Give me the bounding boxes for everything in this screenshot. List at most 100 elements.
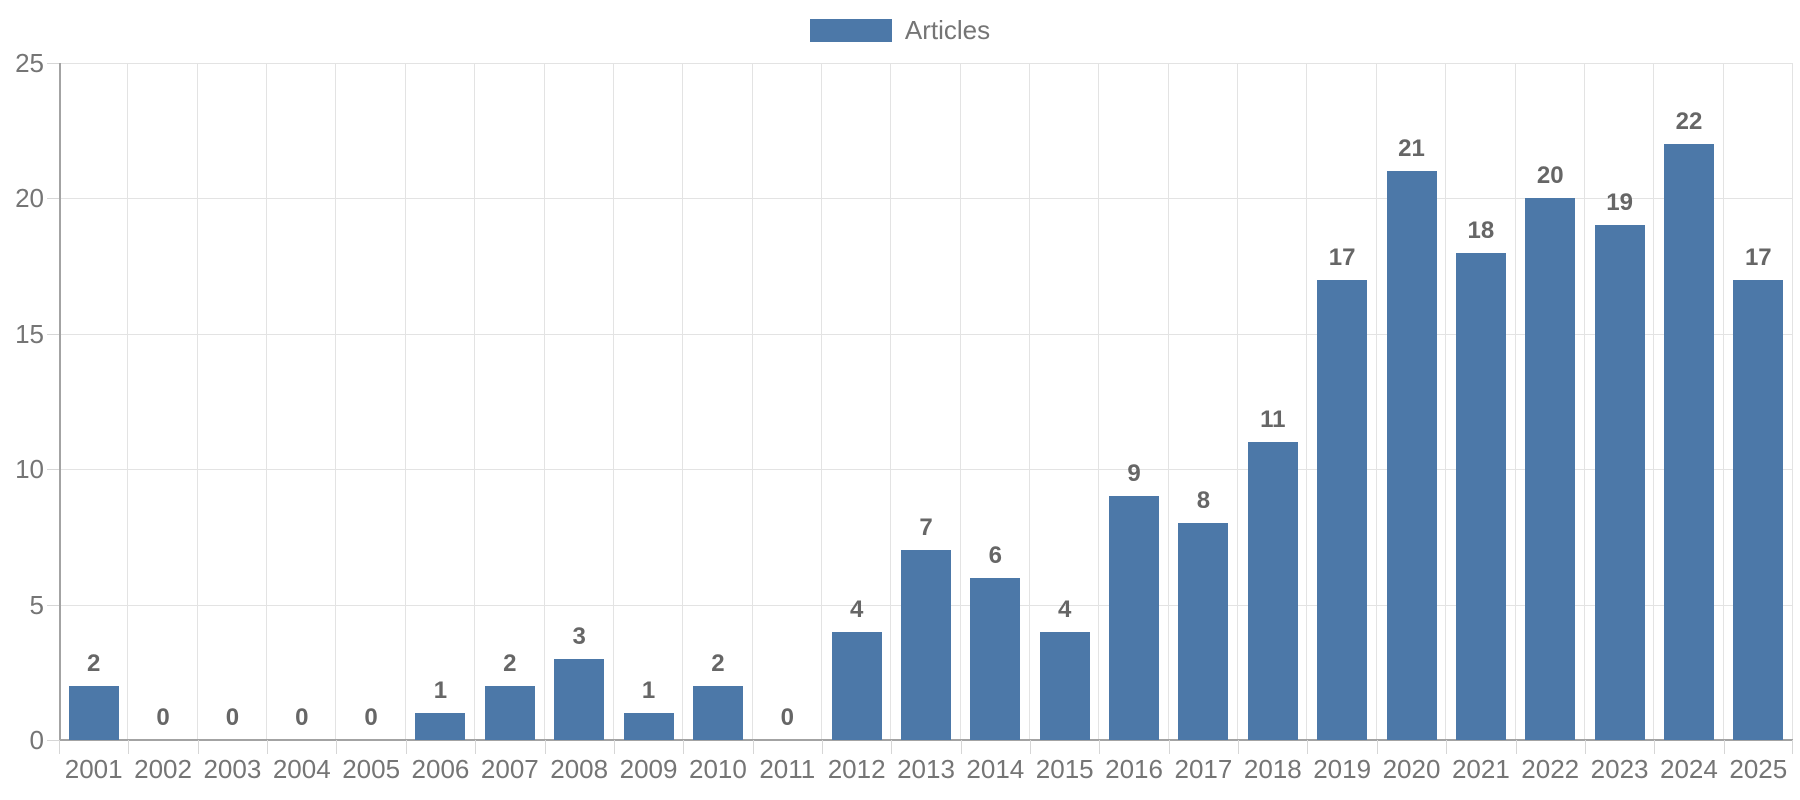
x-tick-label: 2005 [342, 754, 401, 784]
x-axis-tick [1238, 740, 1240, 754]
x-tick-label: 2006 [411, 754, 470, 784]
y-gridline [59, 333, 1793, 335]
x-gridline [127, 63, 129, 740]
bar-2009[interactable] [623, 712, 674, 740]
x-axis-tick [544, 740, 546, 754]
x-gridline [1029, 63, 1031, 740]
legend-item-articles[interactable]: Articles [809, 15, 991, 46]
x-tick-label: 2013 [897, 754, 955, 784]
bar-2019[interactable] [1317, 279, 1368, 740]
x-gridline [543, 63, 545, 740]
y-tick-label: 25 [15, 48, 44, 78]
bar-value-label: 2 [711, 649, 725, 677]
x-gridline [404, 63, 406, 740]
x-gridline [682, 63, 684, 740]
bar-value-label: 0 [364, 704, 378, 731]
x-gridline [1098, 63, 1100, 740]
x-tick-label: 2012 [827, 754, 886, 784]
y-axis-tick [47, 740, 59, 741]
bar-2015[interactable] [1039, 631, 1090, 740]
x-tick-label: 2016 [1105, 754, 1163, 784]
y-axis-line [59, 63, 61, 740]
y-axis-tick [47, 469, 59, 471]
x-tick-label: 2017 [1174, 754, 1233, 784]
bar-2013[interactable] [901, 550, 951, 740]
y-axis-tick [47, 198, 59, 200]
bar-2022[interactable] [1525, 198, 1576, 740]
bar-2016[interactable] [1109, 496, 1160, 740]
x-tick-label: 2023 [1590, 754, 1649, 784]
x-tick-label: 2015 [1035, 754, 1094, 784]
bar-2014[interactable] [970, 577, 1021, 740]
x-gridline [335, 63, 337, 740]
bar-2021[interactable] [1455, 252, 1506, 740]
bar-2012[interactable] [831, 631, 882, 740]
bar-value-label: 1 [433, 676, 448, 704]
x-axis-tick [1515, 740, 1517, 754]
x-tick-label: 2024 [1660, 754, 1718, 784]
bar-2025[interactable] [1733, 279, 1784, 740]
bar-value-label: 2 [87, 649, 101, 677]
bar-value-label: 4 [1058, 595, 1072, 623]
bar-value-label: 20 [1536, 162, 1564, 190]
x-gridline [959, 63, 961, 740]
legend-label: Articles [904, 15, 991, 45]
x-gridline [1167, 63, 1169, 740]
y-gridline [59, 63, 1793, 64]
bar-2024[interactable] [1663, 144, 1714, 740]
x-axis-tick [613, 740, 615, 754]
x-tick-label: 2019 [1313, 754, 1372, 784]
x-gridline [1792, 63, 1793, 740]
x-axis-tick [1584, 740, 1586, 754]
x-gridline [1653, 63, 1655, 740]
bar-value-label: 7 [919, 514, 933, 542]
bar-value-label: 1 [641, 676, 656, 704]
bar-2010[interactable] [692, 685, 743, 740]
x-tick-label: 2003 [203, 754, 262, 784]
bar-2007[interactable] [484, 685, 535, 740]
bar-2020[interactable] [1386, 171, 1437, 740]
bar-value-label: 19 [1606, 189, 1633, 217]
x-axis-tick [197, 740, 199, 754]
x-axis-tick [1723, 740, 1725, 754]
bar-2023[interactable] [1594, 225, 1645, 740]
bar-2006[interactable] [415, 712, 466, 740]
bar-2008[interactable] [554, 658, 605, 740]
x-axis-line [59, 739, 1793, 741]
y-axis-tick [47, 63, 59, 64]
x-gridline [820, 63, 822, 740]
x-gridline [612, 63, 614, 740]
y-axis-tick [47, 604, 59, 606]
y-axis-tick [47, 333, 59, 335]
x-tick-label: 2008 [550, 754, 609, 784]
bar-value-label: 22 [1675, 108, 1703, 136]
plot-area: 2 0 0 0 0 1 2 3 1 2 0 4 7 6 4 9 8 11 17 21 18 20 19 22 17 [59, 63, 1793, 741]
x-tick-label: 2011 [759, 754, 816, 784]
bar-2001[interactable] [68, 685, 119, 740]
x-tick-label: 2004 [272, 754, 331, 784]
x-tick-label: 2014 [966, 754, 1025, 784]
x-axis-tick [1376, 740, 1378, 754]
x-axis-tick [336, 740, 338, 754]
bar-value-label: 18 [1467, 216, 1495, 244]
bar-value-label: 11 [1260, 406, 1286, 434]
x-axis-tick [1168, 740, 1170, 754]
x-axis-tick [59, 740, 60, 754]
chart-legend: Articles [0, 15, 1800, 46]
x-tick-label: 2021 [1451, 754, 1510, 784]
x-gridline [266, 63, 268, 740]
x-axis-tick [821, 740, 823, 754]
x-tick-label: 2018 [1243, 754, 1302, 784]
x-gridline [1583, 63, 1585, 740]
bar-value-label: 0 [225, 704, 240, 731]
x-axis-tick [683, 740, 685, 754]
y-tick-label: 10 [15, 454, 44, 485]
bar-2017[interactable] [1178, 523, 1229, 740]
y-tick-label: 5 [29, 589, 44, 620]
x-tick-label: 2022 [1521, 754, 1580, 784]
x-axis-tick [1654, 740, 1656, 754]
bar-2018[interactable] [1247, 442, 1298, 740]
x-axis-tick [1307, 740, 1309, 754]
x-gridline [1445, 63, 1447, 740]
x-tick-label: 2007 [480, 754, 539, 784]
